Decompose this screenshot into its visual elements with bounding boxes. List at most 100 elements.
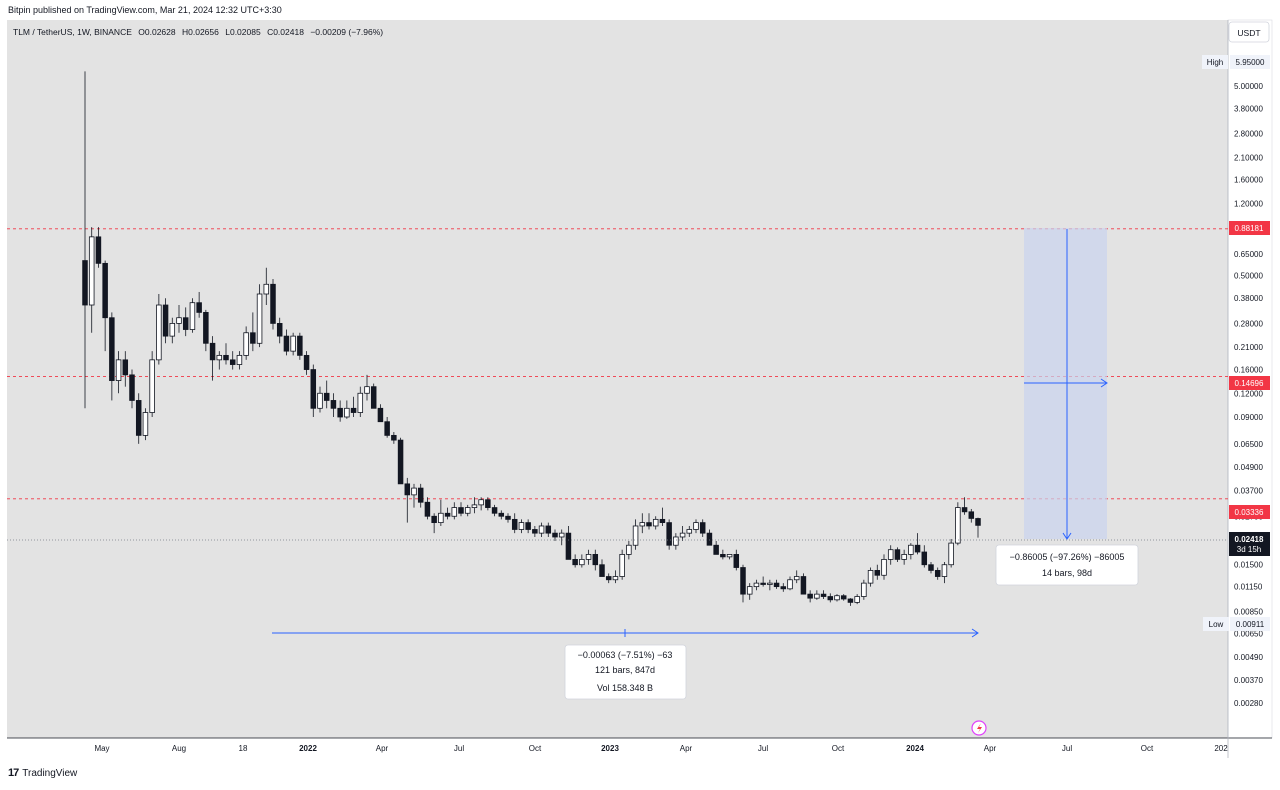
candle-123[interactable] — [908, 543, 914, 560]
candle-132[interactable] — [968, 508, 975, 523]
candle-111[interactable] — [827, 593, 834, 603]
candle-20[interactable] — [216, 351, 223, 370]
candle-88[interactable] — [673, 533, 679, 550]
candle-74[interactable] — [579, 554, 585, 568]
candle-4[interactable] — [109, 312, 115, 401]
candle-15[interactable] — [182, 307, 189, 337]
candle-84[interactable] — [646, 513, 652, 530]
candle-108[interactable] — [807, 590, 813, 603]
candle-71[interactable] — [558, 529, 565, 546]
candle-11[interactable] — [156, 294, 162, 365]
candle-14[interactable] — [176, 305, 182, 333]
candle-51[interactable] — [424, 497, 431, 520]
candle-63[interactable] — [505, 513, 511, 523]
candle-45[interactable] — [384, 416, 390, 438]
candle-99[interactable] — [746, 583, 753, 600]
candle-72[interactable] — [565, 525, 572, 560]
candle-26[interactable] — [256, 284, 263, 348]
candle-94[interactable] — [713, 541, 719, 555]
candle-125[interactable] — [921, 545, 928, 568]
candle-114[interactable] — [847, 598, 854, 606]
candle-93[interactable] — [706, 529, 713, 546]
candle-113[interactable] — [840, 594, 847, 601]
candle-106[interactable] — [793, 570, 800, 584]
candle-64[interactable] — [511, 513, 518, 534]
candles[interactable] — [82, 71, 981, 606]
candle-28[interactable] — [270, 278, 276, 330]
candle-25[interactable] — [250, 312, 256, 352]
candle-75[interactable] — [585, 549, 592, 565]
candle-85[interactable] — [652, 516, 659, 530]
candle-118[interactable] — [874, 564, 881, 580]
candle-126[interactable] — [928, 562, 934, 574]
candle-32[interactable] — [297, 332, 303, 360]
candle-83[interactable] — [639, 513, 646, 534]
candle-57[interactable] — [464, 504, 471, 517]
candle-39[interactable] — [344, 400, 350, 419]
candle-5[interactable] — [115, 351, 122, 394]
candle-38[interactable] — [337, 400, 343, 422]
candle-87[interactable] — [666, 519, 672, 550]
candle-107[interactable] — [800, 573, 807, 595]
candle-52[interactable] — [431, 513, 437, 534]
candle-23[interactable] — [236, 351, 243, 370]
candle-116[interactable] — [861, 579, 867, 600]
candle-120[interactable] — [887, 545, 894, 565]
candle-89[interactable] — [679, 525, 686, 542]
candle-130[interactable] — [955, 502, 961, 546]
candle-16[interactable] — [189, 298, 196, 333]
candle-119[interactable] — [881, 554, 887, 580]
candle-30[interactable] — [283, 329, 290, 356]
candle-109[interactable] — [814, 590, 820, 600]
candle-69[interactable] — [545, 522, 552, 537]
candle-44[interactable] — [377, 404, 384, 423]
candle-95[interactable] — [720, 549, 726, 560]
candle-96[interactable] — [726, 554, 733, 560]
candle-98[interactable] — [740, 564, 746, 603]
candle-56[interactable] — [458, 502, 464, 517]
candle-53[interactable] — [438, 499, 444, 526]
candle-49[interactable] — [411, 483, 417, 508]
candle-22[interactable] — [229, 351, 236, 370]
candle-133[interactable] — [975, 517, 981, 538]
candle-55[interactable] — [451, 502, 458, 520]
candle-8[interactable] — [135, 393, 142, 444]
candle-34[interactable] — [310, 364, 317, 417]
candle-43[interactable] — [370, 383, 377, 409]
candle-21[interactable] — [223, 343, 229, 365]
candle-17[interactable] — [196, 291, 202, 318]
candle-27[interactable] — [263, 267, 270, 306]
candle-121[interactable] — [894, 547, 901, 563]
candle-60[interactable] — [485, 497, 491, 511]
candle-41[interactable] — [357, 386, 364, 417]
candle-46[interactable] — [391, 432, 397, 444]
candle-86[interactable] — [659, 507, 666, 526]
candle-91[interactable] — [693, 519, 699, 534]
candle-131[interactable] — [961, 497, 968, 515]
candle-9[interactable] — [142, 408, 149, 441]
candle-58[interactable] — [471, 497, 478, 514]
candle-92[interactable] — [699, 519, 706, 537]
candle-81[interactable] — [626, 541, 632, 560]
candle-68[interactable] — [538, 522, 545, 537]
candle-77[interactable] — [599, 559, 605, 577]
candle-101[interactable] — [760, 576, 766, 587]
candle-6[interactable] — [122, 351, 129, 387]
candle-33[interactable] — [303, 351, 310, 375]
candle-73[interactable] — [572, 554, 578, 568]
candle-117[interactable] — [867, 567, 874, 587]
candle-62[interactable] — [498, 510, 505, 520]
candle-7[interactable] — [129, 369, 135, 409]
candle-47[interactable] — [397, 437, 404, 485]
candle-70[interactable] — [552, 529, 558, 542]
candle-65[interactable] — [518, 519, 525, 534]
candle-3[interactable] — [102, 260, 108, 352]
candle-104[interactable] — [780, 583, 787, 592]
candle-18[interactable] — [203, 309, 209, 352]
candle-115[interactable] — [854, 594, 860, 605]
candle-12[interactable] — [162, 298, 169, 344]
candle-59[interactable] — [478, 497, 484, 511]
candle-82[interactable] — [632, 519, 639, 550]
